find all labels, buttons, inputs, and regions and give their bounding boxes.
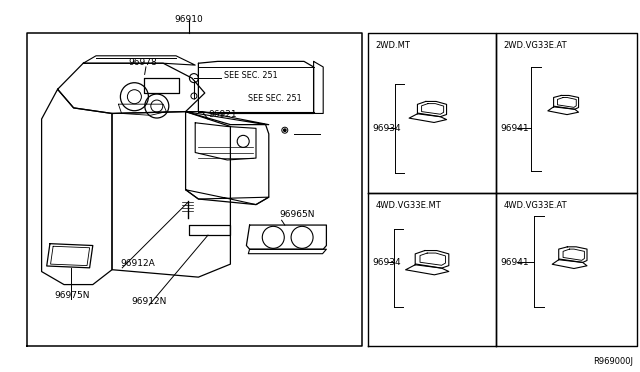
- Text: SEE SEC. 251: SEE SEC. 251: [248, 94, 301, 103]
- Text: 96941: 96941: [500, 258, 529, 267]
- Circle shape: [284, 129, 286, 131]
- Text: 4WD.VG33E.MT: 4WD.VG33E.MT: [376, 201, 442, 210]
- Text: 96965N: 96965N: [280, 211, 315, 219]
- Text: 96934: 96934: [372, 258, 401, 267]
- Text: 4WD.VG33E.AT: 4WD.VG33E.AT: [504, 201, 567, 210]
- Text: 96941: 96941: [500, 124, 529, 133]
- Text: R969000J: R969000J: [594, 357, 634, 366]
- Text: 96934: 96934: [372, 124, 401, 133]
- Text: 2WD.VG33E.AT: 2WD.VG33E.AT: [504, 41, 567, 50]
- Text: 96910: 96910: [175, 15, 203, 24]
- Text: 96912N: 96912N: [131, 297, 166, 306]
- Text: 2WD.MT: 2WD.MT: [376, 41, 410, 50]
- Text: 96975N: 96975N: [54, 291, 90, 300]
- Text: SEE SEC. 251: SEE SEC. 251: [224, 71, 278, 80]
- Text: 96921: 96921: [208, 110, 237, 119]
- Text: 96912A: 96912A: [120, 259, 155, 268]
- Text: 96978: 96978: [128, 58, 157, 67]
